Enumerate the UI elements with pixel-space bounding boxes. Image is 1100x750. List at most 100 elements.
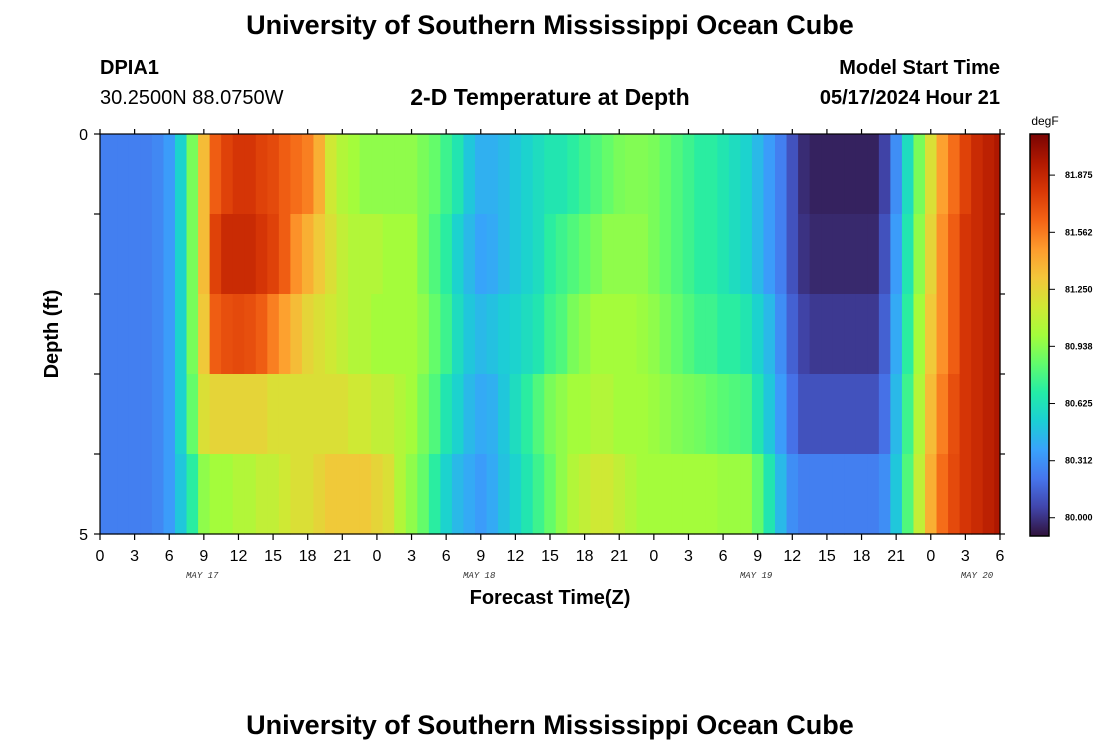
heatmap-cell: [659, 134, 672, 215]
heatmap-cell: [786, 374, 799, 455]
heatmap-cell: [636, 294, 649, 375]
heatmap-cell: [821, 214, 834, 295]
heatmap-cell: [186, 134, 199, 215]
heatmap-cell: [278, 374, 291, 455]
heatmap-cell: [117, 134, 130, 215]
heatmap-cell: [405, 134, 418, 215]
heatmap-cell: [278, 294, 291, 375]
heatmap-cell: [728, 134, 741, 215]
heatmap-cell: [717, 214, 730, 295]
heatmap-cell: [509, 374, 522, 455]
heatmap-cell: [313, 294, 326, 375]
heatmap-cell: [821, 294, 834, 375]
heatmap-cell: [971, 454, 984, 535]
heatmap-cell: [532, 294, 545, 375]
heatmap-cell: [867, 374, 880, 455]
heatmap-cell: [175, 214, 188, 295]
colorbar-tick-label: 81.875: [1065, 170, 1093, 180]
heatmap-cell: [867, 134, 880, 215]
heatmap-cell: [475, 134, 488, 215]
x-tick-label: 12: [783, 548, 801, 565]
heatmap-cell: [694, 374, 707, 455]
heatmap-cell: [694, 214, 707, 295]
x-tick-label: 3: [961, 548, 970, 565]
heatmap-cell: [786, 134, 799, 215]
heatmap-cell: [798, 134, 811, 215]
heatmap-cell: [613, 294, 626, 375]
heatmap-cell: [948, 454, 961, 535]
heatmap-cell: [982, 454, 995, 535]
heatmap-cell: [359, 374, 372, 455]
heatmap-cell: [601, 294, 615, 375]
heatmap-cell: [186, 454, 199, 535]
heatmap-cell: [809, 374, 822, 455]
heatmap-cell: [267, 454, 280, 535]
heatmap-cell: [982, 134, 995, 215]
heatmap-cell: [728, 294, 741, 375]
heatmap-cell: [267, 374, 280, 455]
heatmap-cell: [140, 374, 153, 455]
heatmap-cell: [371, 214, 384, 295]
heatmap-cell: [232, 374, 245, 455]
heatmap-cell: [451, 134, 465, 215]
heatmap-cell: [509, 134, 522, 215]
heatmap-cell: [221, 134, 234, 215]
heatmap-cell: [382, 294, 395, 375]
heatmap-cell: [359, 454, 372, 535]
colorbar-tick-label: 80.000: [1065, 513, 1093, 523]
heatmap-cell: [151, 134, 165, 215]
x-tick-label: 21: [333, 548, 351, 565]
x-tick-label: 0: [96, 548, 105, 565]
heatmap-cell: [925, 134, 938, 215]
heatmap-cell: [521, 374, 534, 455]
heatmap-cell: [728, 454, 741, 535]
heatmap-cell: [763, 374, 776, 455]
heatmap-cell: [163, 454, 176, 535]
heatmap-cell: [244, 134, 257, 215]
heatmap-cell: [428, 374, 441, 455]
heatmap-cell: [544, 294, 557, 375]
heatmap-cell: [100, 214, 107, 295]
heatmap-cell: [486, 294, 499, 375]
heatmap-cell: [705, 454, 718, 535]
heatmap-cell: [809, 454, 822, 535]
heatmap-cell: [475, 454, 488, 535]
heatmap-cell: [232, 294, 245, 375]
heatmap-cell: [786, 294, 799, 375]
heatmap-cell: [105, 134, 118, 215]
heatmap-cell: [786, 454, 799, 535]
heatmap-cell: [901, 454, 915, 535]
heatmap-cell: [728, 214, 741, 295]
heatmap-cell: [371, 294, 384, 375]
x-axis-label: Forecast Time(Z): [470, 587, 631, 609]
depth-axis: 05: [79, 127, 1005, 544]
heatmap-cell: [509, 214, 522, 295]
heatmap-cell: [659, 454, 672, 535]
heatmap-cell: [832, 294, 845, 375]
heatmap-cell: [555, 294, 568, 375]
time-axis: 0 3 6 9 12 15 18 21 0 3 6 9 12 15 18 21 0 3 6 9 12 15 18 21 0 3 6M…: [96, 129, 1005, 581]
heatmap-cell: [498, 454, 511, 535]
heatmap-cell: [671, 214, 684, 295]
heatmap-cell: [878, 134, 891, 215]
heatmap-cell: [428, 294, 441, 375]
heatmap-cell: [221, 214, 234, 295]
heatmap-cell: [336, 294, 349, 375]
heatmap-cell: [325, 134, 338, 215]
heatmap-cell: [648, 214, 661, 295]
colorbar-tick-label: 80.625: [1065, 399, 1093, 409]
heatmap-cell: [913, 294, 926, 375]
heatmap-cell: [394, 294, 407, 375]
y-axis-label: Depth (ft): [41, 290, 63, 379]
heatmap-cell: [417, 294, 430, 375]
date-label: MAY 20: [961, 571, 994, 581]
heatmap-cell: [844, 134, 857, 215]
heatmap-cell: [198, 134, 211, 215]
heatmap-cell: [578, 294, 591, 375]
heatmap-cell: [151, 374, 165, 455]
heatmap-cell: [821, 454, 834, 535]
heatmap-cell: [728, 374, 741, 455]
heatmap-cell: [405, 294, 418, 375]
heatmap-cell: [498, 374, 511, 455]
heatmap-cell: [601, 374, 615, 455]
